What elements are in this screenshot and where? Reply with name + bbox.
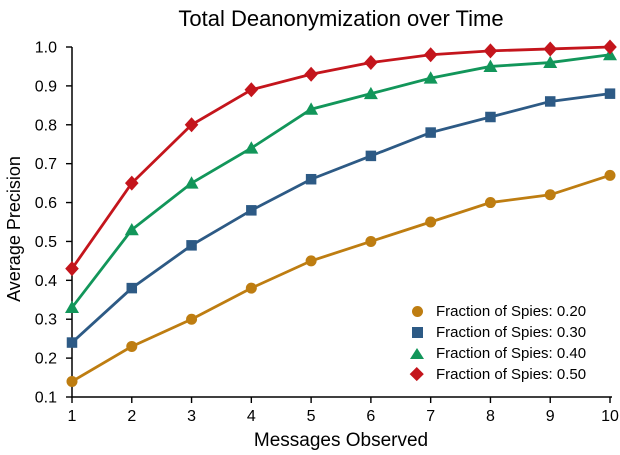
series-line-0 (71, 174, 611, 383)
data-point-triangle (483, 59, 498, 72)
x-tick-label: 3 (187, 408, 196, 425)
legend-label: Fraction of Spies: 0.40 (436, 344, 587, 362)
data-point-triangle (184, 176, 199, 189)
data-point-diamond (244, 82, 259, 98)
x-tick-label: 8 (486, 408, 495, 425)
data-point-circle (544, 189, 556, 201)
data-point-circle (66, 375, 78, 387)
y-tick-label: 0.4 (35, 273, 57, 290)
data-point-circle (186, 313, 198, 325)
data-point-circle (425, 216, 437, 228)
data-point-diamond (304, 66, 318, 82)
data-point-circle (126, 340, 138, 352)
legend-item: Fraction of Spies: 0.50 (410, 364, 586, 384)
y-tick-label: 0.7 (35, 156, 57, 173)
data-point-triangle (65, 300, 79, 314)
data-point-diamond (543, 41, 558, 57)
y-tick-label: 0.2 (35, 351, 57, 368)
data-point-square (246, 205, 257, 216)
data-point-square (604, 88, 616, 99)
legend-circle-icon (410, 305, 424, 317)
data-point-triangle (124, 222, 139, 236)
y-tick-label: 0.8 (35, 117, 57, 134)
legend-square-icon (410, 326, 424, 338)
chart-legend: Fraction of Spies: 0.20 Fraction of Spies… (410, 301, 586, 384)
y-tick-label: 1.0 (35, 40, 57, 57)
x-axis-title: Messages Observed (253, 430, 429, 451)
data-point-square (126, 282, 138, 294)
y-tick-label: 0.5 (35, 234, 57, 251)
data-point-circle (604, 169, 616, 181)
legend-diamond-icon (410, 367, 424, 381)
data-point-square (186, 240, 197, 251)
data-point-diamond (483, 43, 498, 59)
legend-label: Fraction of Spies: 0.50 (436, 365, 587, 383)
legend-item: Fraction of Spies: 0.30 (410, 322, 586, 342)
data-point-square (485, 111, 496, 123)
data-point-diamond (364, 55, 378, 71)
x-tick-label: 9 (546, 408, 555, 425)
data-point-diamond (65, 261, 79, 277)
data-point-diamond (423, 47, 438, 63)
data-point-triangle (363, 86, 378, 100)
data-point-square (425, 127, 436, 138)
data-point-diamond (603, 39, 617, 55)
legend-item: Fraction of Spies: 0.20 (410, 301, 586, 321)
legend-triangle-glyph (410, 347, 424, 359)
x-tick-label: 1 (68, 408, 77, 425)
data-point-circle (305, 255, 317, 267)
x-tick-label: 5 (307, 408, 316, 425)
x-tick-label: 4 (247, 408, 256, 425)
legend-item: Fraction of Spies: 0.40 (410, 343, 586, 363)
data-point-triangle (543, 55, 558, 69)
y-tick-label: 0.1 (35, 390, 57, 407)
data-point-triangle (423, 71, 438, 84)
data-point-circle (484, 197, 496, 209)
data-point-square (365, 150, 377, 162)
y-tick-label: 0.6 (35, 195, 57, 212)
series-line-1 (71, 92, 611, 344)
data-point-diamond (124, 175, 139, 191)
x-tick-label: 7 (426, 408, 435, 425)
legend-circle-glyph (411, 305, 423, 317)
y-tick-label: 0.3 (35, 312, 57, 329)
data-point-triangle (304, 102, 319, 115)
x-tick-label: 10 (601, 408, 619, 425)
data-point-square (66, 337, 78, 348)
data-point-circle (365, 235, 377, 247)
series-line-2 (70, 53, 611, 309)
legend-label: Fraction of Spies: 0.20 (436, 302, 587, 320)
legend-label: Fraction of Spies: 0.30 (436, 323, 587, 341)
data-point-square (305, 173, 317, 185)
data-point-triangle (244, 141, 259, 154)
legend-triangle-icon (410, 347, 424, 359)
legend-diamond-glyph (410, 367, 424, 381)
data-point-diamond (184, 117, 199, 133)
x-tick-label: 2 (127, 408, 136, 425)
y-tick-label: 0.9 (35, 78, 57, 95)
data-point-circle (245, 282, 257, 294)
legend-square-glyph (411, 326, 423, 338)
data-point-square (544, 96, 556, 107)
series-line-3 (70, 45, 611, 270)
x-tick-label: 6 (366, 408, 375, 425)
chart-title: Total Deanonymization over Time (178, 6, 504, 31)
